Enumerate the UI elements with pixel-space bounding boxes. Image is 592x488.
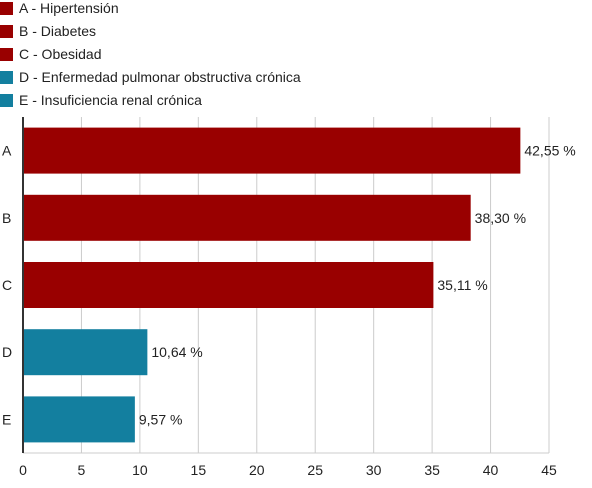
chart-bars — [23, 127, 521, 443]
legend-label: B - Diabetes — [19, 23, 96, 39]
data-label-b: 38,30 % — [475, 210, 526, 226]
chart-tick-labels: A B C D E 0 5 10 15 20 25 30 35 40 45 — [2, 143, 557, 478]
x-tick-label: 5 — [78, 462, 86, 478]
bar-a — [23, 127, 521, 174]
x-tick-label: 0 — [19, 462, 27, 478]
legend-swatch — [0, 71, 13, 84]
legend-label: A - Hipertensión — [19, 0, 119, 16]
legend-swatch — [0, 94, 13, 107]
x-tick-label: 45 — [541, 462, 557, 478]
legend-swatch — [0, 25, 13, 38]
chart-legend: A - Hipertensión B - Diabetes C - Obesidad… — [0, 0, 301, 108]
chart-value-labels: 42,55 % 38,30 % 35,11 % 10,64 % 9,57 % — [139, 143, 576, 428]
legend-label: C - Obesidad — [19, 46, 101, 62]
y-tick-label: B — [2, 210, 11, 226]
x-tick-label: 20 — [249, 462, 265, 478]
bar-c — [23, 262, 434, 308]
data-label-c: 35,11 % — [437, 277, 487, 293]
bar-b — [23, 194, 471, 241]
legend-label: E - Insuficiencia renal crónica — [19, 92, 202, 108]
bar-d — [23, 329, 148, 376]
x-tick-label: 35 — [424, 462, 440, 478]
legend-label: D - Enfermedad pulmonar obstructiva crón… — [19, 69, 301, 85]
legend-swatch — [0, 48, 13, 61]
x-tick-label: 15 — [191, 462, 207, 478]
x-tick-label: 10 — [132, 462, 148, 478]
data-label-e: 9,57 % — [139, 411, 183, 427]
data-label-d: 10,64 % — [151, 344, 202, 360]
x-tick-label: 25 — [307, 462, 323, 478]
legend-swatch — [0, 2, 13, 15]
y-tick-label: E — [2, 411, 11, 427]
y-tick-label: D — [2, 344, 12, 360]
y-tick-label: A — [2, 143, 12, 159]
x-tick-label: 40 — [483, 462, 499, 478]
data-label-a: 42,55 % — [524, 143, 575, 159]
x-tick-label: 30 — [366, 462, 382, 478]
y-tick-label: C — [2, 277, 12, 293]
bar-e — [23, 396, 135, 443]
